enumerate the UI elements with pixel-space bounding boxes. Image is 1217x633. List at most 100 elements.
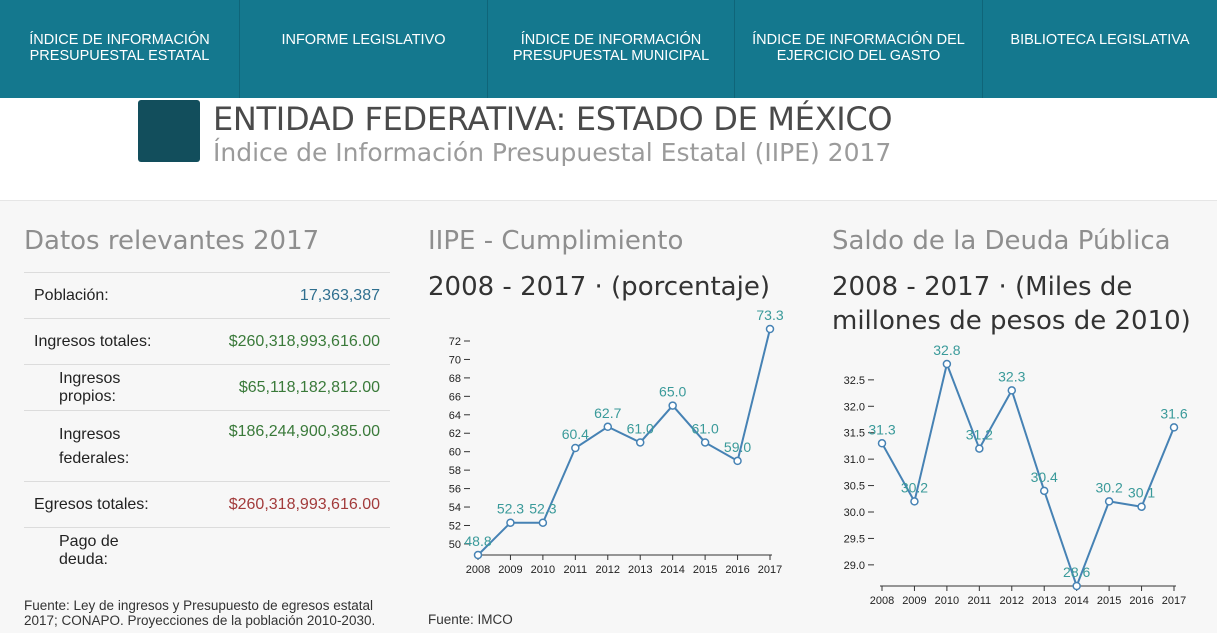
row-value: $260,318,993,616.00 (174, 481, 390, 528)
data-point (733, 456, 742, 466)
x-tick-label: 2008 (466, 564, 490, 576)
x-tick-label: 2009 (498, 564, 522, 576)
data-point (603, 422, 613, 432)
x-tick-label: 2013 (1032, 595, 1056, 607)
data-label: 32.8 (933, 342, 960, 358)
datos-table: Población: 17,363,387 Ingresos totales: … (24, 272, 390, 574)
y-tick-label: 60 (449, 447, 461, 459)
data-point (942, 359, 952, 369)
y-tick-label: 31.0 (844, 454, 865, 466)
data-label: 59.0 (724, 439, 751, 455)
x-tick-label: 2008 (870, 595, 894, 607)
row-value: $186,244,900,385.00 (174, 410, 390, 482)
nav-item-ejercicio-gasto[interactable]: ÍNDICE DE INFORMACIÓN DEL EJERCICIO DEL G… (735, 0, 983, 98)
data-label: 32.3 (998, 368, 1025, 384)
y-tick-label: 72 (449, 336, 461, 348)
data-point (506, 518, 515, 527)
data-point (1169, 423, 1179, 432)
chart1-title: 2008 - 2017 · (porcentaje) (428, 272, 770, 302)
nav-label: PRESUPUESTAL ESTATAL (29, 48, 210, 64)
x-tick-label: 2016 (725, 564, 749, 576)
data-label: 52.3 (529, 501, 556, 517)
nav-label: ÍNDICE DE INFORMACIÓN (520, 32, 702, 48)
row-value: $65,118,182,812.00 (174, 364, 390, 411)
x-tick-label: 2012 (596, 564, 620, 576)
nav-label: PRESUPUESTAL MUNICIPAL (512, 48, 710, 64)
iipe-line-chart: 50 52 54 56 58 60 62 64 66 68 70 72 2008 2009 2010 2011… (449, 307, 784, 576)
chart1-heading: IIPE - Cumplimiento (428, 226, 684, 256)
y-tick-label: 32.5 (844, 375, 865, 387)
data-label: 31.6 (1160, 405, 1187, 421)
nav-label: EJERCICIO DEL GASTO (776, 48, 941, 64)
x-tick-label: 2010 (531, 564, 555, 576)
x-tick-label: 2012 (1000, 595, 1024, 607)
data-point (1137, 502, 1146, 511)
row-value (174, 527, 390, 574)
data-label: 28.6 (1063, 564, 1090, 580)
data-label: 60.4 (562, 426, 589, 442)
page-subtitle: Índice de Información Presupuestal Estat… (213, 138, 892, 167)
data-label: 73.3 (756, 307, 783, 323)
y-tick-label: 30.5 (844, 481, 865, 493)
y-tick-label: 62 (449, 428, 461, 440)
nav-item-iipe-municipal[interactable]: ÍNDICE DE INFORMACIÓN PRESUPUESTAL MUNICI… (488, 0, 735, 106)
data-label: 31.3 (868, 421, 895, 437)
data-label: 61.0 (627, 420, 654, 436)
row-label: Ingresos federales: (24, 410, 174, 482)
y-tick-label: 64 (449, 410, 461, 422)
x-tick-label: 2017 (1162, 595, 1186, 607)
y-tick-label: 54 (449, 502, 461, 514)
data-label: 31.2 (966, 427, 993, 443)
x-tick-label: 2014 (660, 564, 684, 576)
x-tick-label: 2015 (1097, 595, 1121, 607)
table-row: Pago de deuda: (24, 527, 390, 574)
table-row: Ingresos totales: $260,318,993,616.00 (24, 318, 390, 365)
data-point (635, 438, 645, 447)
nav-item-iipe-estatal[interactable]: ÍNDICE DE INFORMACIÓN PRESUPUESTAL ESTATA… (0, 0, 240, 98)
x-tick-label: 2017 (758, 564, 782, 576)
data-label: 52.3 (497, 501, 524, 517)
data-point (910, 497, 919, 506)
y-tick-label: 31.5 (844, 428, 865, 440)
y-tick-label: 52 (449, 520, 461, 532)
state-logo (138, 100, 200, 162)
table-row: Egresos totales: $260,318,993,616.00 (24, 481, 390, 528)
row-label: Ingresos propios: (24, 364, 174, 411)
row-label: Ingresos totales: (24, 318, 174, 365)
y-tick-label: 58 (449, 465, 461, 477)
series-line (477, 328, 771, 556)
data-point (473, 550, 483, 560)
data-point (877, 439, 887, 448)
data-point (1039, 486, 1049, 496)
deuda-line-chart: 29.0 29.5 30.0 30.5 31.0 31.5 32.0 32.5 2008 2009… (844, 342, 1188, 607)
data-label: 62.7 (594, 405, 621, 421)
nav-label: BIBLIOTECA LEGISLATIVA (1010, 32, 1190, 48)
data-label: 30.2 (1095, 479, 1122, 495)
nav-label: ÍNDICE DE INFORMACIÓN (29, 32, 210, 48)
row-label: Pago de deuda: (24, 527, 174, 574)
x-tick-label: 2013 (628, 564, 652, 576)
x-tick-label: 2014 (1064, 595, 1088, 607)
datos-source: Fuente: Ley de ingresos y Presupuesto de… (24, 598, 376, 628)
data-label: 65.0 (659, 384, 686, 400)
data-label: 48.8 (464, 533, 491, 549)
y-tick-label: 29.0 (844, 560, 865, 572)
nav-item-informe-legislativo[interactable]: INFORME LEGISLATIVO (240, 0, 488, 98)
row-value: 17,363,387 (174, 272, 390, 319)
data-point (700, 438, 710, 447)
x-tick-label: 2015 (693, 564, 717, 576)
table-row: Ingresos propios: $65,118,182,812.00 (24, 364, 390, 411)
y-tick-label: 30.0 (844, 507, 865, 519)
x-tick-label: 2010 (935, 595, 959, 607)
data-point (1007, 386, 1017, 395)
data-label: 30.1 (1128, 485, 1155, 501)
row-label: Población: (24, 272, 174, 319)
data-point (1104, 497, 1114, 506)
nav-item-biblioteca[interactable]: BIBLIOTECA LEGISLATIVA (983, 0, 1217, 98)
y-tick-label: 56 (449, 484, 461, 496)
data-point (765, 324, 775, 334)
data-point (538, 518, 548, 527)
datos-heading: Datos relevantes 2017 (24, 226, 320, 256)
y-tick-label: 32.0 (844, 401, 865, 413)
x-tick-label: 2009 (902, 595, 926, 607)
